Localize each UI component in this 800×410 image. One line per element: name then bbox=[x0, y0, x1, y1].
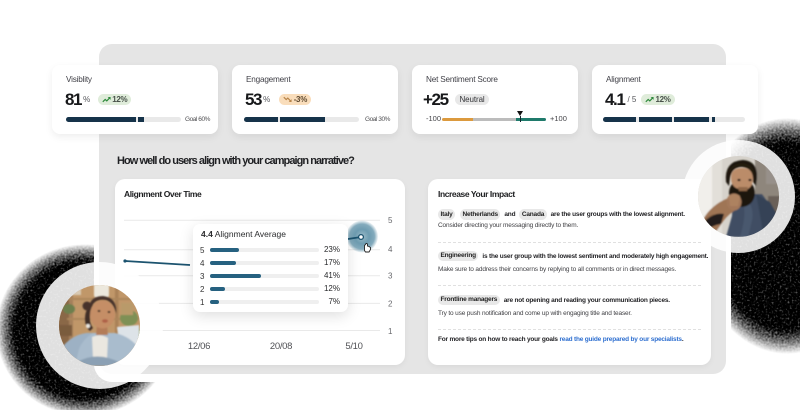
svg-text:1: 1 bbox=[388, 327, 393, 336]
svg-text:20/08: 20/08 bbox=[270, 341, 292, 352]
svg-text:5: 5 bbox=[388, 216, 393, 225]
svg-text:2: 2 bbox=[388, 300, 393, 309]
svg-text:5/10: 5/10 bbox=[345, 341, 362, 352]
svg-text:3: 3 bbox=[388, 272, 393, 281]
svg-text:12/06: 12/06 bbox=[188, 341, 210, 352]
svg-text:4: 4 bbox=[388, 245, 393, 254]
